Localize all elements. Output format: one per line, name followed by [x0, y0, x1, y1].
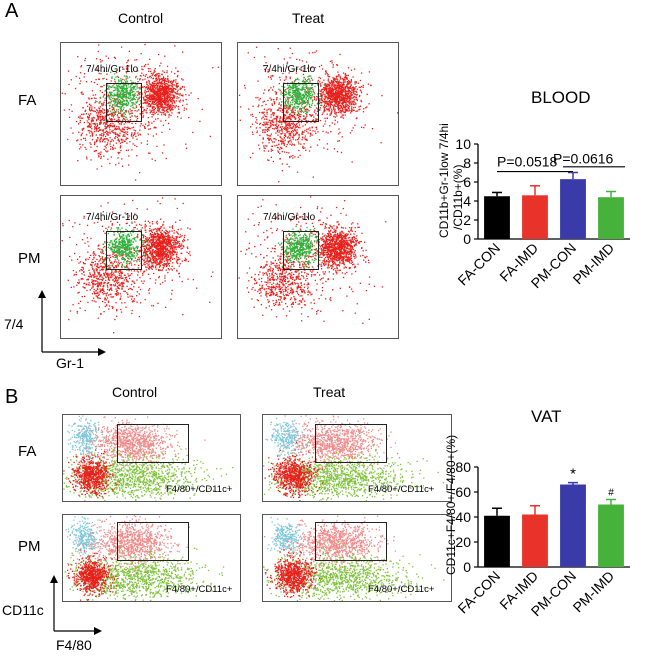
scatter-dots: [63, 415, 234, 501]
gate-b-pm-treat: [315, 522, 387, 561]
gate-b-fa-control: [117, 424, 189, 463]
y-tick-label: 0: [463, 231, 471, 247]
y-axis-label: CD11c+F4/80+/F4/80+(%): [444, 435, 458, 575]
scatter-dots: [64, 515, 225, 601]
gate-a-fa-control: [106, 83, 142, 122]
y-tick-label: 80: [455, 459, 471, 475]
x-tick-label: PM-IMD: [570, 568, 618, 616]
panel-b-x-axis-label: F4/80: [56, 637, 92, 653]
gate-b-pm-control: [117, 522, 189, 561]
gate-b-fa-treat: [315, 424, 387, 463]
gate-a-pm-control: [106, 231, 142, 270]
p-value-1: P=0.0518: [497, 154, 558, 170]
bar-pm-imd: [598, 504, 624, 567]
y-tick-label: 6: [463, 174, 471, 190]
gate-label-a-fa-control: 7/4hi/Gr-1lo: [86, 64, 139, 75]
panel-a-row-label-pm: PM: [18, 250, 41, 267]
gate-label-b-pm-control: F4/80+/CD11c+: [166, 584, 233, 595]
panel-a-x-axis-label: Gr-1: [56, 355, 84, 371]
panel-a-letter: A: [5, 0, 19, 22]
panel-a-col-title-control: Control: [118, 10, 164, 26]
gate-label-b-fa-control: F4/80+/CD11c+: [166, 484, 233, 495]
gate-label-a-pm-control: 7/4hi/Gr-1lo: [86, 212, 139, 223]
x-tick-label: FA-CON: [454, 240, 503, 289]
flow-plot-b-pm-control: [62, 514, 241, 602]
x-tick-label: FA-CON: [454, 568, 503, 617]
x-tick-label: PM-IMD: [570, 240, 618, 288]
panel-b-y-axis-label: CD11c: [2, 602, 44, 618]
chart-title-blood: BLOOD: [531, 88, 591, 107]
p-value-2: P=0.0616: [553, 150, 614, 166]
bar-pm-imd: [598, 197, 624, 239]
panel-b-col-title-treat: Treat: [313, 384, 346, 400]
y-tick-label: 2: [463, 212, 471, 228]
y-tick-label: 8: [463, 155, 471, 171]
bar-fa-imd: [522, 195, 548, 239]
gate-label-a-fa-treat: 7/4hi/Gr-1lo: [263, 64, 316, 75]
significance-marker: *: [570, 466, 576, 483]
chart-vat: 020406080FA-CONFA-IMDPM-CON*PM-IMD#CD11c…: [444, 435, 630, 619]
flow-plot-b-fa-treat: [262, 414, 452, 502]
significance-marker: #: [608, 488, 614, 499]
flow-plot-a-fa-treat: [237, 42, 399, 186]
panel-a-y-axis-label: 7/4: [4, 316, 24, 332]
chart-title-vat: VAT: [531, 407, 562, 426]
y-tick-label: 40: [455, 509, 471, 525]
gate-label-b-fa-treat: F4/80+/CD11c+: [368, 484, 435, 495]
flow-plot-b-pm-treat: [262, 514, 452, 602]
scatter-dots: [238, 46, 398, 183]
y-tick-label: 0: [463, 559, 471, 575]
bar-pm-con: [560, 179, 586, 239]
gate-label-a-pm-treat: 7/4hi/Gr-1lo: [263, 212, 316, 223]
y-tick-label: 20: [455, 534, 471, 550]
panel-b-row-label-fa: FA: [18, 443, 37, 460]
panel-b-axis-arrows: [50, 575, 102, 635]
y-tick-label: 10: [455, 136, 471, 152]
flow-plot-b-fa-control: [62, 414, 241, 502]
flow-plot-a-pm-treat: [237, 195, 399, 339]
gate-a-fa-treat: [283, 83, 319, 122]
panel-a-row-label-fa: FA: [18, 92, 37, 109]
panel-a-axis-arrows: [38, 290, 106, 356]
y-axis-label-line-2: /CD11b+(%): [451, 165, 465, 230]
chart-blood: 0246810FA-CONFA-IMDPM-CONPM-IMDP=0.0518P…: [437, 123, 630, 291]
gate-label-b-pm-treat: F4/80+/CD11c+: [368, 584, 435, 595]
y-axis-label-line-1: CD11b+Gr-1low 7/4hi: [437, 123, 451, 238]
bar-fa-con: [484, 196, 510, 239]
bar-fa-con: [484, 515, 510, 567]
panel-a-col-title-treat: Treat: [292, 10, 325, 26]
panel-b-row-label-pm: PM: [18, 538, 41, 555]
bar-pm-con: [560, 484, 586, 567]
panel-b-letter: B: [5, 386, 19, 408]
scatter-dots: [238, 196, 387, 324]
gate-a-pm-treat: [283, 231, 319, 270]
y-tick-label: 60: [455, 484, 471, 500]
y-tick-label: 4: [463, 193, 471, 209]
panel-b-col-title-control: Control: [112, 384, 158, 400]
bar-fa-imd: [522, 514, 548, 567]
